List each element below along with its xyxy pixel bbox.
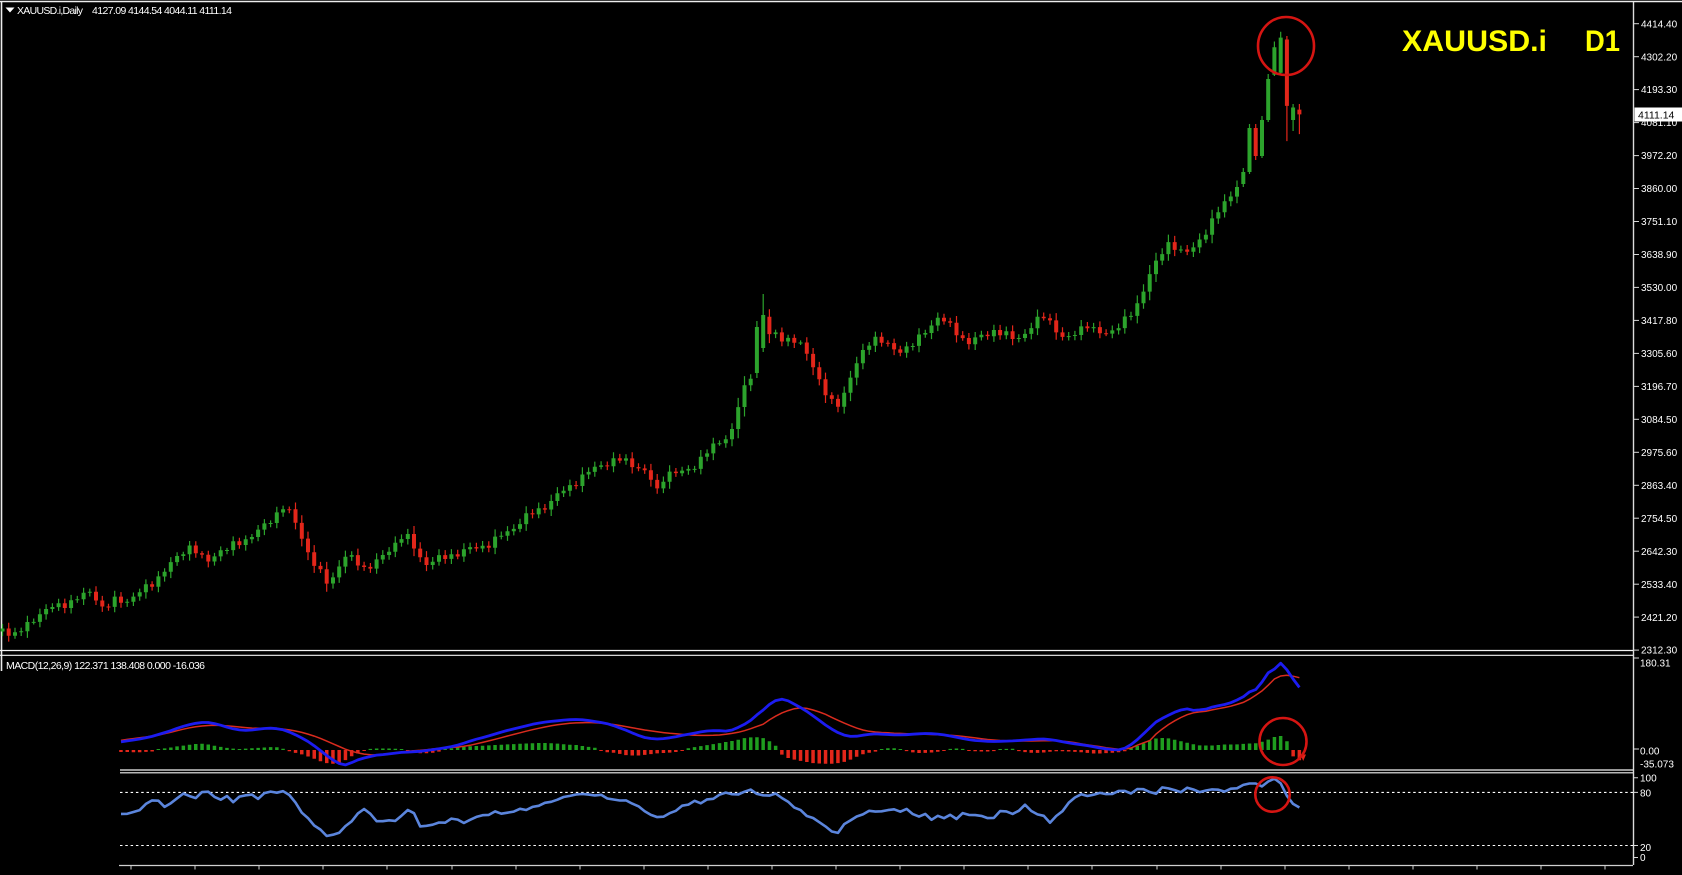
svg-text:D1: D1 bbox=[1585, 25, 1620, 58]
svg-text:2863.40: 2863.40 bbox=[1641, 481, 1678, 492]
svg-text:2421.20: 2421.20 bbox=[1641, 613, 1678, 624]
svg-text:3972.20: 3972.20 bbox=[1641, 151, 1678, 162]
svg-text:3196.70: 3196.70 bbox=[1641, 382, 1678, 393]
svg-text:3638.90: 3638.90 bbox=[1641, 250, 1678, 261]
svg-text:0: 0 bbox=[1640, 853, 1646, 864]
svg-text:2754.50: 2754.50 bbox=[1641, 514, 1678, 525]
svg-text:-35.073: -35.073 bbox=[1640, 760, 1674, 771]
svg-text:3417.80: 3417.80 bbox=[1641, 316, 1678, 327]
svg-text:MACD(12,26,9) 122.371 138.408: MACD(12,26,9) 122.371 138.408 0.000 -16.… bbox=[6, 660, 205, 672]
svg-text:0.00: 0.00 bbox=[1640, 747, 1660, 758]
svg-text:2312.30: 2312.30 bbox=[1641, 646, 1678, 657]
svg-text:3530.00: 3530.00 bbox=[1641, 283, 1678, 294]
svg-text:2533.40: 2533.40 bbox=[1641, 580, 1678, 591]
svg-text:100: 100 bbox=[1640, 773, 1657, 784]
svg-text:3751.10: 3751.10 bbox=[1641, 217, 1678, 228]
svg-text:4127.09 4144.54 4044.11 4111.1: 4127.09 4144.54 4044.11 4111.14 bbox=[92, 5, 232, 17]
svg-text:2642.30: 2642.30 bbox=[1641, 547, 1678, 558]
svg-text:3305.60: 3305.60 bbox=[1641, 349, 1678, 360]
svg-text:180.31: 180.31 bbox=[1640, 659, 1671, 670]
svg-text:4193.30: 4193.30 bbox=[1641, 85, 1678, 96]
svg-text:4302.20: 4302.20 bbox=[1641, 52, 1678, 63]
svg-text:80: 80 bbox=[1640, 789, 1652, 800]
svg-text:3084.50: 3084.50 bbox=[1641, 415, 1678, 426]
svg-text:4111.14: 4111.14 bbox=[1638, 109, 1675, 121]
svg-text:4414.40: 4414.40 bbox=[1641, 19, 1678, 30]
svg-text:XAUUSD.i,Daily: XAUUSD.i,Daily bbox=[17, 5, 84, 17]
svg-text:XAUUSD.i: XAUUSD.i bbox=[1402, 25, 1547, 58]
svg-text:2975.60: 2975.60 bbox=[1641, 448, 1678, 459]
svg-text:3860.00: 3860.00 bbox=[1641, 184, 1678, 195]
